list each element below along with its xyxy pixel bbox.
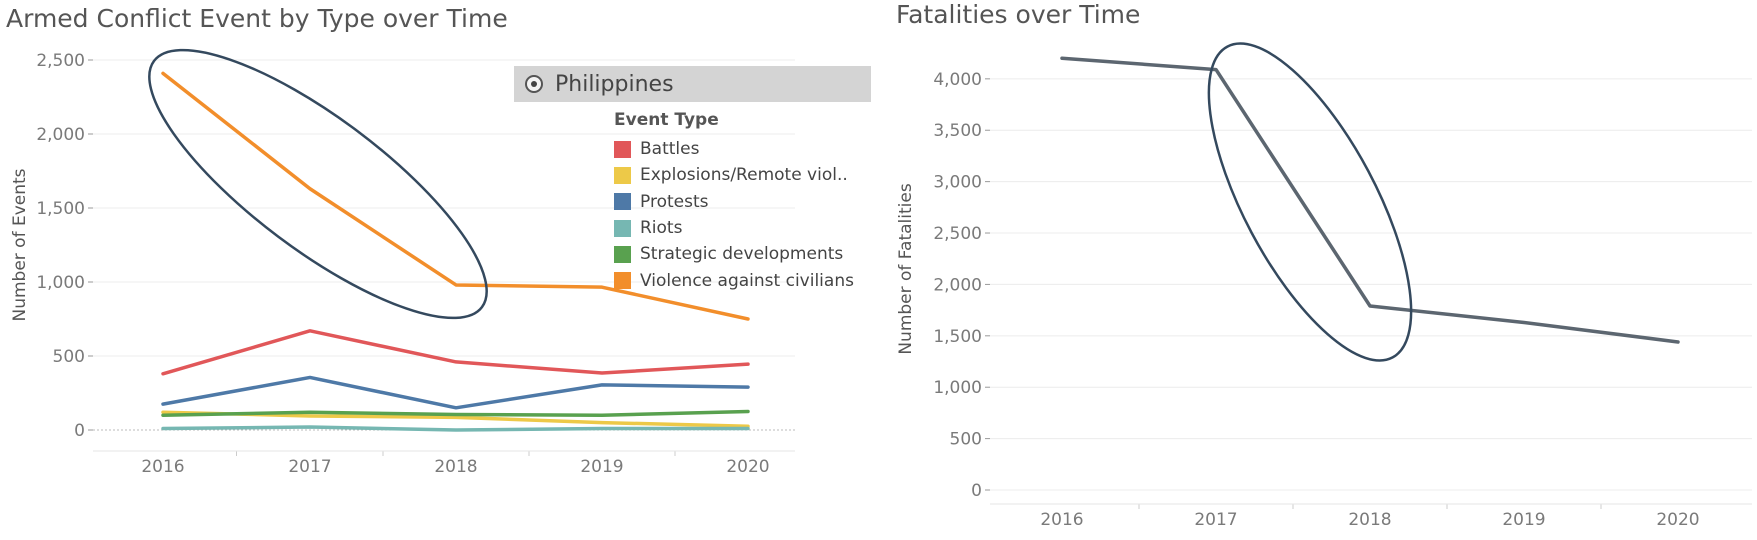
events-series-strategic-developments (161, 409, 750, 417)
annotation-ellipse-events (148, 48, 488, 320)
country-filter-label: Philippines (555, 71, 674, 97)
events-ytick-label: 2,500 (36, 51, 85, 71)
fatalities-xtick-label: 2020 (1656, 510, 1699, 530)
fatalities-ytick-label: 1,000 (933, 378, 982, 398)
annotation-ellipse-fatalities (1207, 42, 1413, 362)
legend-swatch (614, 193, 631, 211)
fatalities-ytick-label: 2,500 (933, 224, 982, 244)
fatalities-xtick-label: 2016 (1040, 510, 1083, 530)
legend-item[interactable]: Battles (614, 136, 854, 162)
fatalities-xtick-label: 2018 (1348, 510, 1391, 530)
chart-title-fatalities: Fatalities over Time (896, 0, 1141, 29)
fatalities-ytick-label: 500 (950, 430, 982, 450)
fatalities-ytick-label: 3,000 (933, 173, 982, 193)
radio-selected-icon[interactable] (525, 75, 543, 93)
events-series-violence-against-civilians (161, 71, 750, 321)
legend-item[interactable]: Explosions/Remote viol.. (614, 162, 854, 188)
legend-label: Explosions/Remote viol.. (640, 165, 848, 186)
legend-swatch (614, 166, 631, 184)
legend-label: Protests (640, 191, 709, 212)
events-series-battles (161, 329, 750, 376)
events-xtick-label: 2019 (580, 457, 623, 477)
events-ytick-label: 500 (53, 347, 85, 367)
events-xtick-label: 2018 (434, 457, 477, 477)
legend-label: Violence against civilians (640, 270, 854, 291)
fatalities-ytick-label: 4,000 (933, 70, 982, 90)
events-xtick-label: 2016 (141, 457, 184, 477)
legend-swatch (614, 140, 631, 158)
legend-item[interactable]: Strategic developments (614, 241, 854, 267)
fatalities-ytick-label: 0 (971, 481, 982, 501)
legend-title: Event Type (614, 110, 719, 130)
events-series-riots (161, 425, 750, 432)
country-filter[interactable]: Philippines (514, 66, 871, 102)
legend-swatch (614, 245, 631, 263)
events-ytick-label: 2,000 (36, 125, 85, 145)
fatalities-ytick-label: 1,500 (933, 327, 982, 347)
fatalities-xtick-label: 2017 (1194, 510, 1237, 530)
legend-swatch (614, 272, 631, 290)
events-xtick-label: 2017 (288, 457, 331, 477)
legend-item[interactable]: Violence against civilians (614, 267, 854, 293)
events-xtick-label: 2020 (726, 457, 769, 477)
legend-label: Riots (640, 218, 683, 239)
legend-item[interactable]: Riots (614, 215, 854, 241)
events-ytick-label: 1,500 (36, 199, 85, 219)
events-ylabel: Number of Events (10, 168, 30, 321)
fatalities-ytick-label: 2,000 (933, 275, 982, 295)
fatalities-xtick-label: 2019 (1502, 510, 1545, 530)
legend-item[interactable]: Protests (614, 189, 854, 215)
legend: Event Type Battles Explosions/Remote viol… (614, 110, 854, 294)
fatalities-series-fatalities (1060, 56, 1680, 344)
events-series-protests (161, 375, 750, 410)
legend-label: Battles (640, 139, 700, 160)
events-ytick-label: 0 (74, 421, 85, 441)
legend-label: Strategic developments (640, 244, 844, 265)
events-chart: 0 500 1,000 1,500 2,000 2,500 2016 2017 2018 2019… (10, 48, 795, 477)
events-ytick-label: 1,000 (36, 273, 85, 293)
legend-swatch (614, 219, 631, 237)
chart-title-events: Armed Conflict Event by Type over Time (6, 4, 508, 33)
fatalities-ytick-label: 3,500 (933, 121, 982, 141)
